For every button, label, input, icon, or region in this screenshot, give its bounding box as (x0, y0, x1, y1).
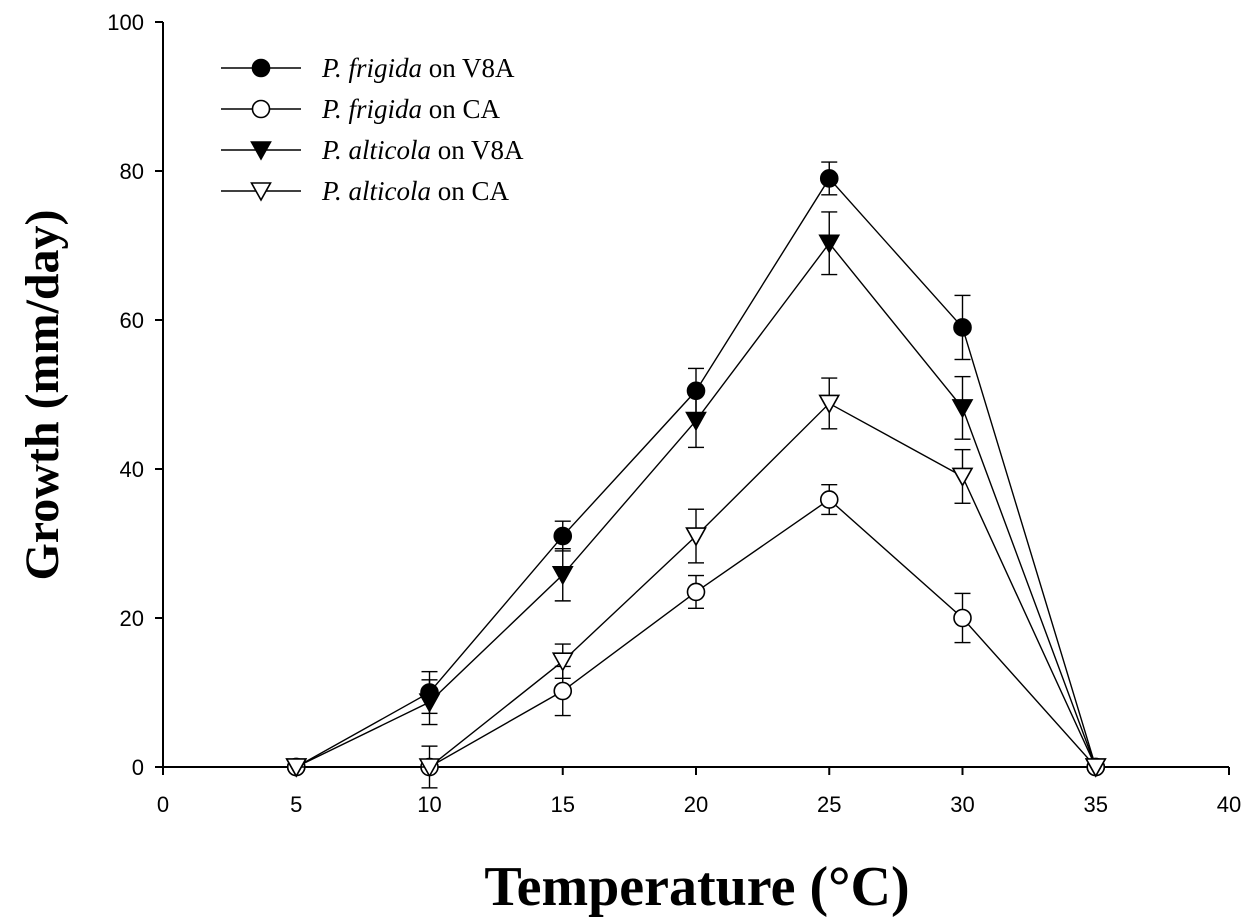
x-tick-label: 35 (1084, 792, 1108, 817)
x-tick-label: 40 (1217, 792, 1241, 817)
series-layer (285, 161, 1107, 789)
legend-item-2: P. frigida on CA (221, 94, 501, 124)
data-point (953, 608, 972, 628)
data-point (818, 394, 841, 415)
y-tick-label: 60 (120, 308, 144, 333)
legend-species: P. alticola (321, 135, 431, 165)
data-point (951, 399, 974, 419)
legend-medium: on CA (431, 176, 510, 206)
x-tick-label: 30 (950, 792, 974, 817)
data-point (819, 169, 839, 188)
legend-species: P. frigida (321, 53, 422, 83)
data-point (551, 652, 574, 672)
legend-marker (251, 58, 271, 78)
legend-item-1: P. frigida on V8A (221, 53, 515, 83)
data-point (418, 758, 441, 778)
legend-label: P. alticola on V8A (321, 135, 524, 165)
legend-label: P. frigida on CA (321, 94, 501, 124)
legend-medium: on V8A (431, 135, 524, 165)
legend-medium: on CA (422, 94, 501, 124)
x-tick-label: 0 (157, 792, 169, 817)
y-tick-label: 20 (120, 606, 144, 631)
data-point (686, 582, 706, 602)
legend-marker (250, 141, 272, 161)
data-point (953, 318, 972, 337)
x-tick-label: 20 (684, 792, 708, 817)
series-3 (285, 211, 1107, 778)
y-tick-label: 40 (120, 457, 144, 482)
series-4 (285, 377, 1107, 789)
legend-species: P. frigida (321, 94, 422, 124)
y-tick-label: 0 (132, 755, 144, 780)
y-axis-title: Growth (mm/day) (16, 209, 69, 580)
legend-marker (251, 99, 271, 119)
data-point (553, 526, 573, 546)
legend-label: P. alticola on CA (321, 176, 510, 206)
legend-label: P. frigida on V8A (321, 53, 515, 83)
data-point (685, 411, 707, 432)
data-point (551, 565, 574, 586)
x-axis-title: Temperature (°C) (484, 856, 909, 918)
data-point (553, 681, 573, 701)
data-point (285, 758, 308, 778)
series-1 (286, 161, 1106, 777)
x-tick-label: 25 (817, 792, 841, 817)
legend-species: P. alticola (321, 176, 431, 206)
data-point (1084, 758, 1107, 778)
data-point (818, 234, 841, 254)
legend-item-4: P. alticola on CA (221, 176, 510, 206)
series-line (295, 177, 1097, 768)
y-tick-label: 80 (120, 159, 144, 184)
data-point (418, 693, 441, 713)
y-tick-label: 100 (107, 10, 144, 35)
legend-medium: on V8A (422, 53, 515, 83)
data-point (685, 527, 707, 547)
x-tick-label: 10 (417, 792, 441, 817)
data-point (819, 490, 839, 509)
data-point (951, 467, 974, 488)
legend-marker (250, 182, 272, 202)
legend-item-3: P. alticola on V8A (221, 135, 524, 165)
x-tick-label: 5 (290, 792, 302, 817)
x-tick-label: 15 (551, 792, 575, 817)
